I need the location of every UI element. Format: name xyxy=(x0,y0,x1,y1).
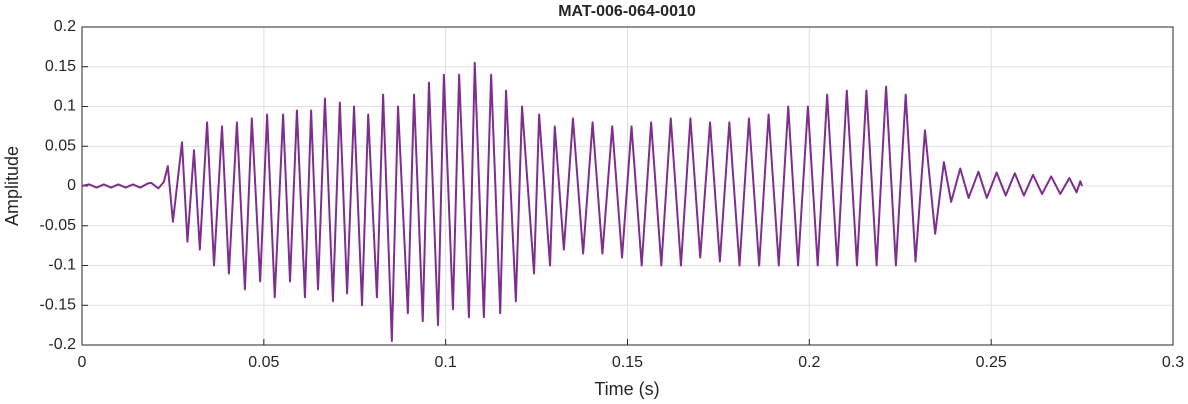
y-tick-label: 0.2 xyxy=(54,18,76,35)
y-tick-label: 0 xyxy=(67,177,76,194)
x-tick-label: 0.25 xyxy=(976,354,1007,371)
x-tick-label: 0 xyxy=(78,354,87,371)
chart-title: MAT-006-064-0010 xyxy=(558,3,696,20)
waveform-line xyxy=(81,61,1084,343)
y-tick-label: 0.1 xyxy=(54,98,76,115)
y-tick-label: -0.1 xyxy=(48,257,76,274)
x-tick-label: 0.1 xyxy=(435,354,457,371)
x-tick-label: 0.05 xyxy=(248,354,279,371)
x-tick-label: 0.3 xyxy=(1162,354,1184,371)
y-tick-label: -0.2 xyxy=(48,336,76,353)
y-tick-label: 0.15 xyxy=(45,58,76,75)
y-axis-label: Amplitude xyxy=(2,146,22,226)
y-tick-label: -0.05 xyxy=(40,217,77,234)
x-axis-label: Time (s) xyxy=(594,379,659,399)
y-tick-label: -0.15 xyxy=(40,296,77,313)
x-tick-label: 0.15 xyxy=(612,354,643,371)
y-tick-label: 0.05 xyxy=(45,137,76,154)
x-tick-label: 0.2 xyxy=(798,354,820,371)
